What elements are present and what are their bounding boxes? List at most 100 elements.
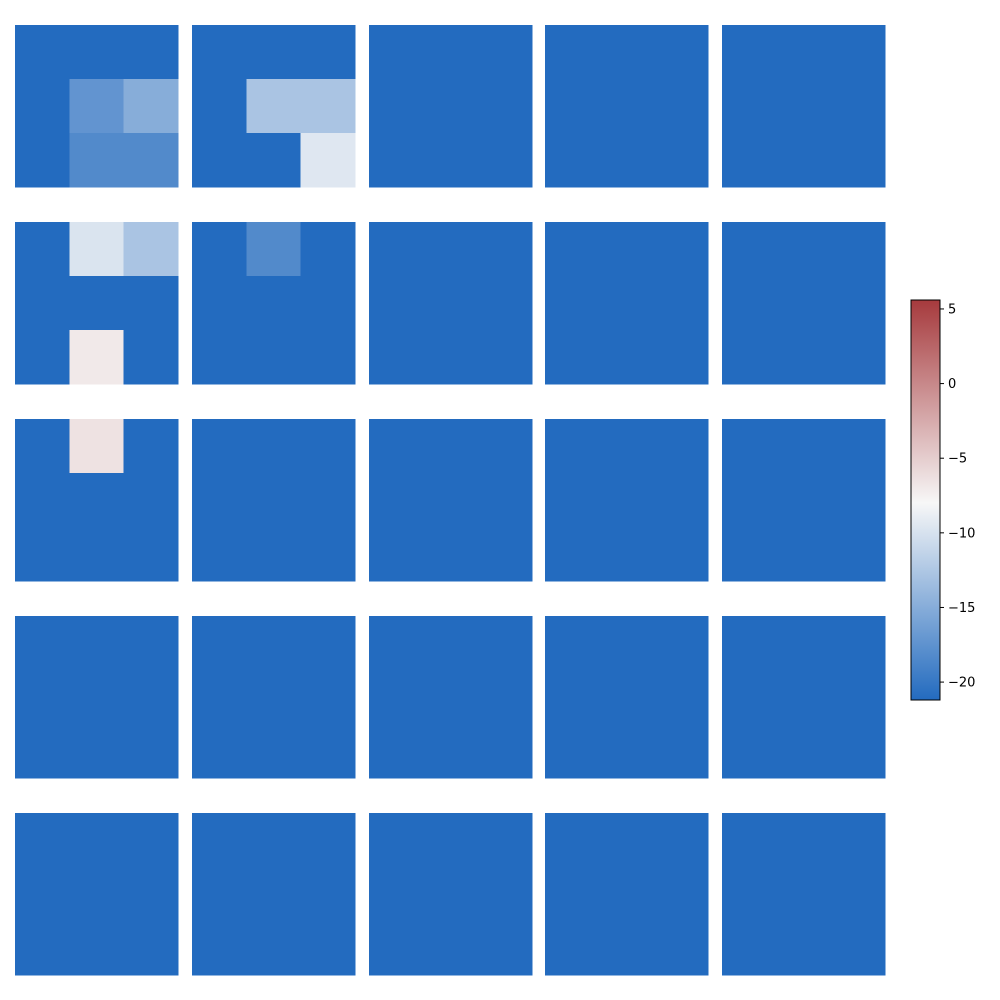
- heatmap-cell: [653, 25, 709, 80]
- heatmap-cell: [776, 330, 832, 385]
- heatmap-cell: [246, 813, 302, 868]
- heatmap-cell: [423, 473, 479, 528]
- heatmap-cell: [69, 25, 125, 80]
- heatmap-cell: [545, 330, 600, 385]
- colorbar-tick-label: 0: [948, 377, 956, 392]
- heatmap-cell: [15, 813, 70, 868]
- heatmap-cell: [722, 276, 777, 331]
- heatmap-cell: [599, 670, 655, 725]
- heatmap-cell: [246, 133, 302, 188]
- heatmap-panel-r1-c4: [545, 25, 709, 188]
- heatmap-cell: [69, 867, 125, 922]
- heatmap-panel-r2-c2: [192, 222, 356, 385]
- heatmap-cell: [423, 813, 479, 868]
- heatmap-cell: [423, 330, 479, 385]
- heatmap-cell: [423, 276, 479, 331]
- heatmap-cell: [69, 616, 125, 671]
- heatmap-cell: [722, 724, 777, 779]
- heatmap-cell: [300, 473, 356, 528]
- colorbar-tick-label: −20: [948, 676, 975, 691]
- heatmap-cell: [192, 276, 247, 331]
- heatmap-cell: [477, 419, 533, 474]
- heatmap-cell: [69, 724, 125, 779]
- heatmap-cell: [722, 79, 777, 134]
- heatmap-cell: [123, 25, 179, 80]
- heatmap-cell: [123, 527, 179, 582]
- heatmap-cell: [776, 25, 832, 80]
- heatmap-cell: [599, 222, 655, 277]
- heatmap-cell: [722, 670, 777, 725]
- heatmap-cell: [722, 133, 777, 188]
- heatmap-cell: [15, 222, 70, 277]
- heatmap-cell: [776, 813, 832, 868]
- heatmap-cell: [369, 670, 424, 725]
- heatmap-panel-r3-c4: [545, 419, 709, 582]
- heatmap-cell: [722, 330, 777, 385]
- heatmap-cell: [192, 813, 247, 868]
- heatmap-cell: [776, 133, 832, 188]
- heatmap-cell: [423, 616, 479, 671]
- heatmap-cell: [830, 473, 886, 528]
- heatmap-cell: [722, 867, 777, 922]
- heatmap-cell: [599, 276, 655, 331]
- heatmap-cell: [776, 419, 832, 474]
- heatmap-cell: [123, 724, 179, 779]
- heatmap-cell: [246, 527, 302, 582]
- heatmap-cell: [300, 222, 356, 277]
- heatmap-cell: [599, 419, 655, 474]
- heatmap-cell: [123, 813, 179, 868]
- heatmap-panel-r1-c5: [722, 25, 886, 188]
- heatmap-cell: [776, 473, 832, 528]
- heatmap-cell: [653, 473, 709, 528]
- heatmap-cell: [123, 867, 179, 922]
- heatmap-cell: [300, 330, 356, 385]
- heatmap-cell: [246, 222, 302, 277]
- heatmap-cell: [369, 527, 424, 582]
- heatmap-cell: [599, 867, 655, 922]
- heatmap-panel-r5-c2: [192, 813, 356, 976]
- heatmap-cell: [192, 724, 247, 779]
- heatmap-cell: [300, 133, 356, 188]
- heatmap-cell: [722, 473, 777, 528]
- colorbar-tick-label: −15: [948, 601, 975, 616]
- heatmap-cell: [830, 79, 886, 134]
- heatmap-panel-r5-c5: [722, 813, 886, 976]
- heatmap-cell: [830, 133, 886, 188]
- heatmap-cell: [369, 25, 424, 80]
- heatmap-panel-r4-c3: [369, 616, 533, 779]
- heatmap-panel-r3-c2: [192, 419, 356, 582]
- heatmap-panel-r1-c3: [369, 25, 533, 188]
- heatmap-panel-r5-c4: [545, 813, 709, 976]
- heatmap-cell: [599, 921, 655, 976]
- heatmap-cell: [369, 867, 424, 922]
- heatmap-cell: [830, 330, 886, 385]
- heatmap-cell: [246, 330, 302, 385]
- heatmap-cell: [653, 419, 709, 474]
- heatmap-cell: [477, 276, 533, 331]
- heatmap-cell: [599, 813, 655, 868]
- heatmap-cell: [15, 330, 70, 385]
- heatmap-panel-r2-c4: [545, 222, 709, 385]
- heatmap-cell: [722, 419, 777, 474]
- heatmap-cell: [776, 276, 832, 331]
- heatmap-cell: [300, 616, 356, 671]
- heatmap-cell: [192, 133, 247, 188]
- heatmap-cell: [69, 921, 125, 976]
- heatmap-cell: [123, 276, 179, 331]
- heatmap-cell: [15, 616, 70, 671]
- heatmap-cell: [369, 222, 424, 277]
- heatmap-cell: [477, 25, 533, 80]
- heatmap-cell: [300, 79, 356, 134]
- heatmap-cell: [69, 419, 125, 474]
- heatmap-cell: [369, 813, 424, 868]
- heatmap-panel-r2-c1: [15, 222, 179, 385]
- heatmap-cell: [776, 670, 832, 725]
- heatmap-cell: [545, 813, 600, 868]
- heatmap-cell: [192, 419, 247, 474]
- heatmap-cell: [246, 921, 302, 976]
- heatmap-cell: [15, 921, 70, 976]
- heatmap-cell: [830, 670, 886, 725]
- heatmap-cell: [423, 419, 479, 474]
- heatmap-cell: [830, 222, 886, 277]
